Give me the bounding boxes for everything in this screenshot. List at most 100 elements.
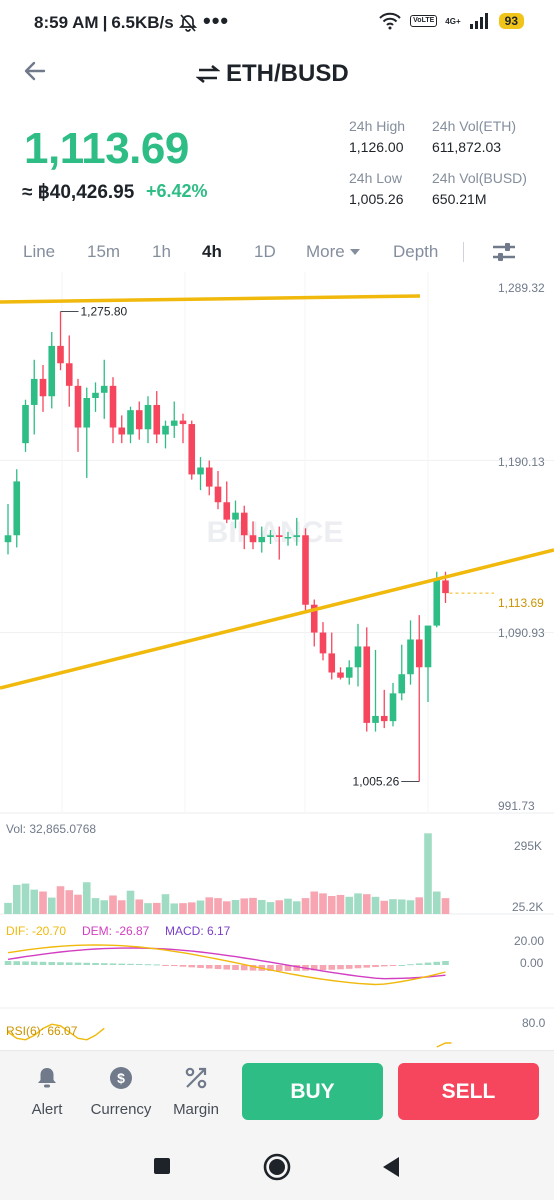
- candle-body: [433, 578, 441, 626]
- y-tick-label: 1,289.32: [498, 281, 545, 295]
- kline-chart-canvas: BINANCE 1,275.80 1,005.26: [0, 272, 554, 1048]
- tab-depth[interactable]: Depth: [393, 242, 439, 261]
- macd-histogram-bar: [65, 962, 73, 965]
- macd-histogram-bar: [337, 965, 344, 970]
- recents-square-icon[interactable]: [153, 1157, 171, 1175]
- volume-bar: [371, 896, 380, 914]
- candle-body: [249, 535, 257, 543]
- candle-body: [179, 420, 187, 425]
- stat-label: 24h Low: [349, 170, 402, 186]
- rsi-label: RSI(6): 66.07: [6, 1024, 78, 1038]
- macd-histogram-bar: [293, 965, 301, 971]
- volume-bar: [91, 898, 100, 914]
- stat-value: 1,126.00: [349, 139, 404, 155]
- margin-percent-icon: [185, 1067, 207, 1089]
- interval-tabs: Line 15m 1h 4h 1D More Depth: [0, 232, 554, 272]
- macd-histogram-bar: [74, 962, 82, 965]
- candle-body: [92, 392, 99, 399]
- alert-button[interactable]: Alert: [28, 1065, 66, 1118]
- tab-1d[interactable]: 1D: [254, 242, 276, 261]
- caret-down-icon: [349, 249, 360, 255]
- macd-histogram-bar: [389, 965, 397, 966]
- action-bar: Alert $ Currency Margin BUY SELL: [0, 1050, 554, 1134]
- macd-histogram-bar: [100, 963, 108, 965]
- status-right: VoLTE 4G+ 93: [378, 12, 524, 30]
- macd-histogram-bar: [118, 963, 126, 965]
- volume-bar: [301, 898, 310, 914]
- volume-bar: [327, 896, 336, 914]
- candle-body: [424, 625, 432, 668]
- volume-bar: [56, 886, 65, 914]
- volume-bar: [12, 884, 21, 914]
- currency-button[interactable]: $ Currency: [88, 1065, 154, 1118]
- volume-bar: [205, 897, 214, 914]
- candle-body: [267, 535, 274, 537]
- chart-settings-icon[interactable]: [490, 238, 518, 266]
- macd-value-label: MACD: 6.17: [165, 924, 231, 938]
- tab-line[interactable]: Line: [23, 242, 56, 261]
- candle-body: [275, 535, 283, 537]
- candle-body: [197, 467, 204, 475]
- candle-body: [328, 653, 336, 673]
- tab-4h[interactable]: 4h: [202, 242, 222, 261]
- volume-bar: [214, 898, 222, 914]
- signal-icon: [469, 13, 488, 29]
- stat-label: 24h Vol(ETH): [432, 118, 517, 134]
- candle-body: [240, 512, 248, 536]
- macd-histogram-bar: [127, 963, 134, 965]
- macd-histogram-bar: [162, 965, 169, 966]
- price-change-percent: +6.42%: [146, 181, 208, 201]
- back-triangle-icon[interactable]: [381, 1156, 401, 1178]
- home-circle-icon[interactable]: [263, 1153, 291, 1181]
- stat-24h-vol-busd: 24h Vol(BUSD) 650.21M: [432, 170, 527, 207]
- current-price-label: 1,113.69: [498, 596, 544, 610]
- volume-bar: [231, 899, 240, 914]
- volume-bar: [345, 896, 354, 914]
- volume-bar: [310, 891, 319, 914]
- margin-label: Margin: [173, 1101, 219, 1118]
- volume-bar: [39, 891, 47, 914]
- margin-button[interactable]: Margin: [172, 1065, 220, 1118]
- trendline-upper: [0, 294, 421, 304]
- candle-body: [372, 715, 379, 723]
- stat-24h-high: 24h High 1,126.00: [349, 118, 405, 155]
- back-arrow-icon[interactable]: [22, 58, 48, 84]
- candle-body: [83, 398, 91, 428]
- tab-15m[interactable]: 15m: [87, 242, 121, 261]
- candle-body: [135, 410, 143, 430]
- candle-body: [398, 674, 406, 694]
- candle-body: [415, 639, 423, 668]
- macd-histogram-bar: [398, 965, 406, 966]
- candle-body: [109, 385, 117, 428]
- volume-bar: [179, 903, 187, 914]
- volume-axis-label: 295K: [514, 839, 543, 853]
- candle-body: [65, 363, 73, 386]
- tab-more[interactable]: More: [306, 242, 361, 262]
- macd-histogram-bar: [39, 961, 47, 965]
- volume-bar: [161, 894, 170, 914]
- alert-label: Alert: [31, 1101, 63, 1118]
- macd-dem-line: [7, 947, 446, 980]
- macd-histogram-bar: [284, 965, 292, 971]
- macd-dem-label: DEM: -26.87: [82, 924, 150, 938]
- candle-body: [153, 404, 161, 435]
- macd-histogram-bar: [232, 965, 239, 970]
- macd-histogram-bar: [328, 965, 336, 970]
- buy-button[interactable]: BUY: [242, 1063, 383, 1120]
- candle-body: [380, 715, 388, 722]
- macd-histogram-bar: [214, 965, 222, 970]
- tab-1h[interactable]: 1h: [152, 242, 171, 261]
- stat-24h-low: 24h Low 1,005.26: [349, 170, 404, 207]
- candle-body: [293, 535, 301, 537]
- candle-body: [57, 345, 64, 364]
- candle-body: [48, 345, 56, 397]
- pair-selector[interactable]: ETH/BUSD: [196, 60, 349, 88]
- candle-body: [30, 378, 38, 405]
- candle-body: [4, 535, 12, 543]
- kline-chart[interactable]: BINANCE 1,275.80 1,005.26 1,289.32 1,190.…: [0, 272, 554, 1050]
- volume-bar: [4, 902, 12, 914]
- stat-label: 24h Vol(BUSD): [432, 170, 527, 186]
- y-tick-label: 991.73: [498, 799, 535, 813]
- sell-button[interactable]: SELL: [398, 1063, 539, 1120]
- macd-histogram-bar: [30, 961, 38, 965]
